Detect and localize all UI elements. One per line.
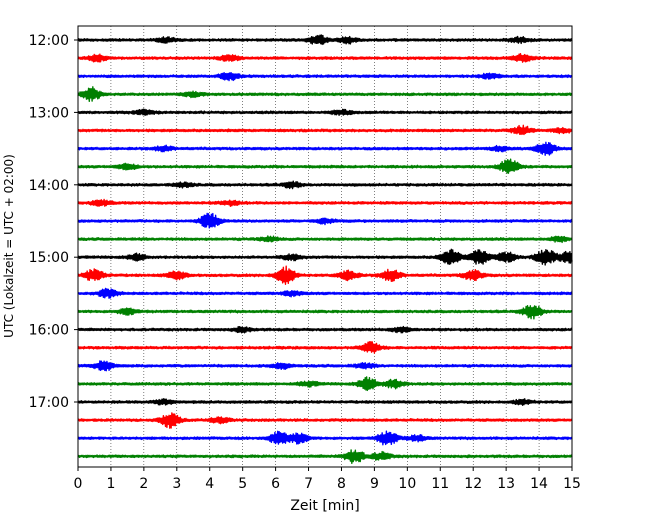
trace-1500 (77, 248, 573, 266)
trace-1200 (77, 34, 573, 46)
trace-1730 (77, 430, 573, 446)
trace-1430 (77, 212, 573, 229)
x-tick-label: 6 (271, 476, 280, 492)
x-tick-label: 0 (74, 476, 83, 492)
x-tick-label: 11 (431, 476, 449, 492)
x-tick-label: 13 (497, 476, 515, 492)
x-tick-label: 4 (205, 476, 214, 492)
x-axis-label: Zeit [min] (290, 498, 359, 514)
trace-1515 (77, 265, 573, 285)
x-tick-label: 5 (238, 476, 247, 492)
x-tick-label: 12 (464, 476, 482, 492)
x-axis-ticks: 0 1 2 3 4 5 6 7 8 9 10 11 12 13 14 15 (74, 467, 581, 492)
x-tick-label: 8 (337, 476, 346, 492)
trace-1345 (77, 158, 573, 174)
x-tick-label: 9 (370, 476, 379, 492)
trace-1400 (77, 180, 573, 190)
trace-1645 (77, 376, 573, 392)
x-tick-label: 15 (563, 476, 581, 492)
trace-1445 (77, 235, 573, 244)
trace-1330 (77, 141, 573, 156)
trace-1245 (77, 86, 573, 103)
trace-1315 (77, 124, 573, 136)
x-tick-label: 3 (172, 476, 181, 492)
x-tick-label: 14 (530, 476, 548, 492)
trace-1415 (77, 198, 573, 208)
plot-background (78, 26, 572, 467)
trace-1545 (77, 305, 573, 320)
y-tick-label: 13:00 (29, 105, 69, 121)
y-tick-label: 15:00 (29, 250, 69, 266)
trace-1745 (77, 449, 573, 464)
y-tick-label: 12:00 (29, 33, 69, 49)
trace-1630 (77, 360, 573, 372)
traces (77, 34, 573, 464)
trace-1615 (77, 341, 573, 354)
y-axis-ticks: 12:00 13:00 14:00 15:00 16:00 17:00 (29, 33, 78, 411)
y-tick-label: 16:00 (29, 323, 69, 339)
plot-frame (77, 25, 573, 468)
y-tick-label: 14:00 (29, 178, 69, 194)
trace-1230 (77, 71, 573, 82)
trace-1215 (77, 53, 573, 63)
trace-1700 (77, 398, 573, 406)
y-tick-label: 17:00 (29, 395, 69, 411)
trace-1600 (77, 325, 573, 334)
x-tick-label: 7 (304, 476, 313, 492)
trace-1715 (77, 412, 573, 429)
trace-1300 (77, 108, 573, 116)
x-tick-label: 10 (398, 476, 416, 492)
x-tick-label: 2 (139, 476, 148, 492)
trace-1530 (77, 287, 573, 299)
y-axis-label: UTC (Lokalzeit = UTC + 02:00) (2, 154, 16, 338)
x-tick-label: 1 (106, 476, 115, 492)
